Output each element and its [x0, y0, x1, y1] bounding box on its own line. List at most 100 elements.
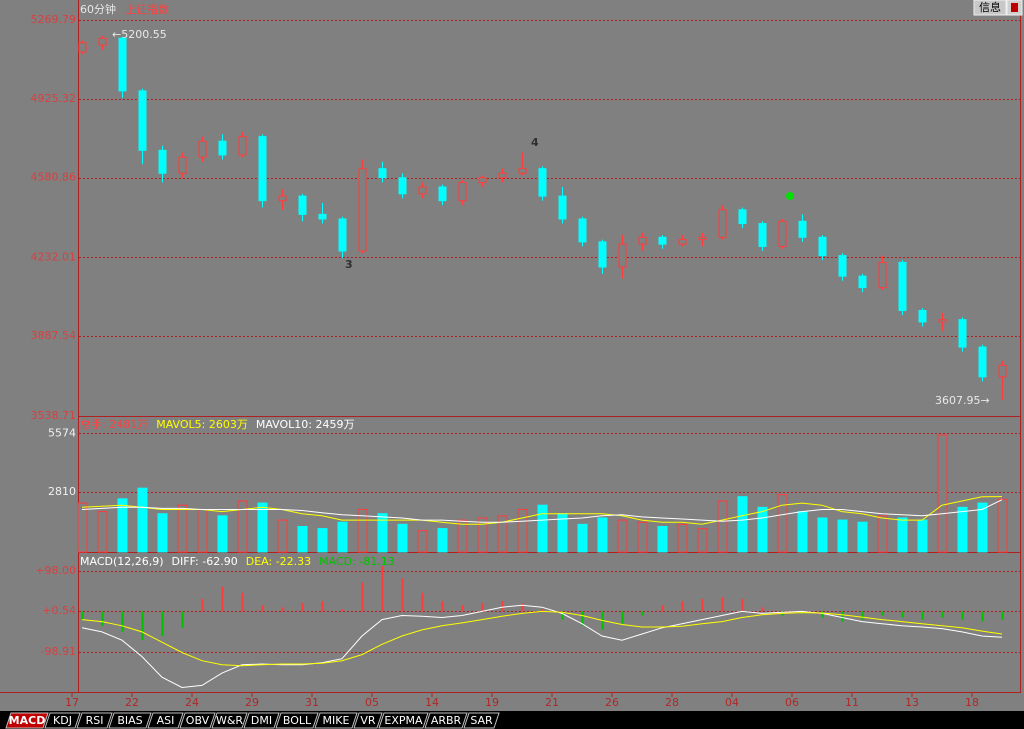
tab-label[interactable]: RSI — [86, 714, 104, 727]
candle-body — [738, 209, 747, 225]
period: 60分钟 — [80, 2, 116, 16]
volume-bar — [917, 519, 928, 553]
legend-label: MAVOL10: 2459万 — [256, 418, 355, 431]
candle-body — [798, 220, 807, 238]
candle-body — [578, 218, 587, 243]
tab[interactable] — [378, 712, 429, 729]
legend-label: DEA: -22.33 — [246, 555, 311, 568]
legend-label: 总手: 2481万 — [80, 417, 148, 431]
tab-label[interactable]: VR — [360, 714, 376, 727]
tab-label[interactable]: SAR — [470, 714, 493, 727]
volume-bar — [397, 523, 408, 553]
info-button[interactable] — [973, 0, 1007, 16]
candle-body — [258, 136, 267, 202]
legend-label: MACD(12,26,9) — [80, 555, 164, 568]
indicator-line — [81, 496, 1003, 525]
tab[interactable] — [353, 712, 383, 729]
candle-body — [438, 186, 447, 202]
candle-body — [358, 168, 367, 252]
candle-body — [158, 149, 167, 174]
volume-bar — [437, 528, 448, 553]
tab[interactable] — [424, 712, 468, 729]
candle-body — [998, 364, 1007, 378]
tab[interactable] — [211, 712, 248, 729]
tab[interactable] — [463, 712, 500, 729]
x-tick-label: 14 — [425, 696, 439, 709]
candle-body — [98, 37, 107, 46]
tab[interactable] — [76, 712, 113, 729]
tab[interactable] — [147, 712, 184, 729]
x-tick-label: 17 — [65, 696, 79, 709]
candle-body — [78, 42, 87, 53]
candle-body — [758, 223, 767, 247]
tab[interactable] — [179, 712, 216, 729]
y-tick-label: 2810 — [48, 485, 76, 498]
y-tick-label: 4232.01 — [31, 250, 77, 263]
x-tick-label: 21 — [545, 696, 559, 709]
volume-bar — [797, 511, 808, 553]
tab-label[interactable]: MACD — [9, 714, 46, 727]
tab-label[interactable]: OBV — [186, 714, 210, 727]
candle-body — [138, 90, 147, 151]
legend-label: MAVOL5: 2603万 — [156, 418, 248, 431]
tab-label[interactable]: BOLL — [283, 714, 312, 727]
candle-body — [118, 37, 127, 92]
y-tick-label: -98.91 — [41, 645, 76, 658]
tab-label[interactable]: MIKE — [323, 714, 350, 727]
volume-bar — [777, 494, 788, 553]
volume-bar — [257, 502, 268, 553]
volume-bar — [997, 498, 1008, 553]
tab[interactable] — [275, 712, 319, 729]
x-tick-label: 24 — [185, 696, 199, 709]
tab[interactable] — [243, 712, 280, 729]
volume-bar — [757, 506, 768, 553]
volume-bar — [517, 508, 528, 553]
x-tick-label: 06 — [785, 696, 799, 709]
tab-label[interactable]: W&R — [216, 714, 243, 727]
volume-bar — [297, 525, 308, 553]
x-tick-label: 29 — [245, 696, 259, 709]
candle-body — [318, 213, 327, 220]
candle-body — [938, 319, 947, 323]
candle-body — [898, 261, 907, 311]
y-tick-label: +0.54 — [42, 604, 76, 617]
candle-body — [178, 156, 187, 174]
y-tick-label: +98.00 — [35, 564, 76, 577]
x-tick-label: 22 — [125, 696, 139, 709]
y-tick-label: 5269.79 — [31, 13, 77, 26]
candle-body — [858, 275, 867, 289]
wave-label: 3 — [345, 258, 353, 271]
tab-label[interactable]: ARBR — [431, 714, 462, 727]
tab[interactable] — [108, 712, 152, 729]
volume-bar — [197, 508, 208, 553]
volume-bar — [737, 496, 748, 553]
tab-label[interactable]: EXPMA — [384, 714, 423, 727]
tab-label[interactable]: KDJ — [53, 714, 72, 727]
info-button-label[interactable]: 信息 — [979, 0, 1001, 14]
volume-bar — [857, 521, 868, 553]
tab[interactable] — [5, 712, 49, 729]
volume-bar — [577, 523, 588, 553]
candle-body — [198, 140, 207, 158]
candle-body — [338, 218, 347, 252]
tab[interactable] — [314, 712, 358, 729]
candle-body — [538, 168, 547, 197]
candle-body — [598, 241, 607, 268]
volume-bar — [897, 517, 908, 553]
volume-bar — [277, 519, 288, 553]
indicator-line — [81, 604, 1003, 689]
tab-label[interactable]: DMI — [251, 714, 272, 727]
y-tick-label: 5574 — [48, 426, 76, 439]
candle-body — [838, 255, 847, 277]
candle-body — [698, 236, 707, 241]
x-tick-label: 13 — [905, 696, 919, 709]
volume-bar — [97, 511, 108, 553]
tab-label[interactable]: BIAS — [117, 714, 142, 727]
volume-bar — [697, 528, 708, 553]
candle-body — [398, 177, 407, 195]
volume-bar — [717, 500, 728, 553]
volume-bar — [977, 502, 988, 553]
tab-label[interactable]: ASI — [157, 714, 175, 727]
tab[interactable] — [44, 712, 81, 729]
